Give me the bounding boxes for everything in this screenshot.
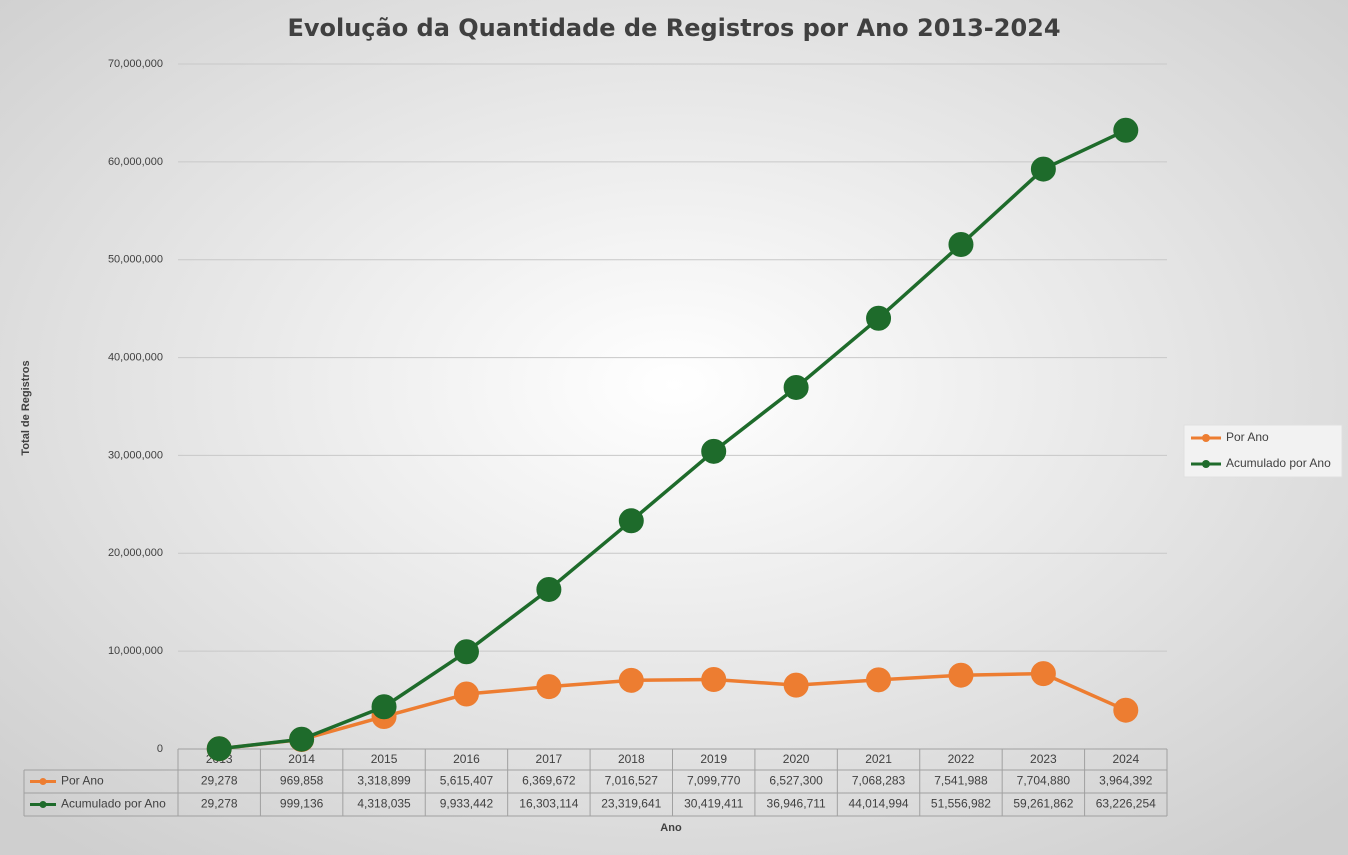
- marker: [618, 667, 644, 693]
- marker: [289, 726, 315, 752]
- x-tick-label: 2024: [1112, 752, 1139, 766]
- table-value: 7,016,527: [605, 774, 659, 788]
- marker: [948, 662, 974, 688]
- legend-label: Acumulado por Ano: [1226, 456, 1331, 470]
- y-tick-label: 70,000,000: [108, 58, 163, 70]
- table-value: 51,556,982: [931, 797, 991, 811]
- legend-key: [1202, 460, 1210, 468]
- x-tick-label: 2014: [288, 752, 315, 766]
- legend-label: Por Ano: [1226, 430, 1269, 444]
- table-legend-key: [39, 801, 47, 808]
- x-tick-label: 2018: [618, 752, 645, 766]
- x-tick-label: 2021: [865, 752, 892, 766]
- marker: [453, 681, 479, 707]
- legend-box: [1183, 424, 1343, 478]
- x-tick-label: 2022: [948, 752, 975, 766]
- table-value: 59,261,862: [1013, 797, 1073, 811]
- table-value: 3,318,899: [357, 774, 411, 788]
- marker: [371, 694, 397, 720]
- table-value: 4,318,035: [357, 797, 411, 811]
- y-tick-label: 0: [157, 743, 163, 755]
- table-value: 7,068,283: [852, 774, 906, 788]
- x-tick-label: 2016: [453, 752, 480, 766]
- table-value: 44,014,994: [849, 797, 909, 811]
- marker: [1030, 661, 1056, 687]
- table-value: 29,278: [201, 797, 238, 811]
- legend-key: [1202, 434, 1210, 442]
- table-value: 6,527,300: [769, 774, 823, 788]
- marker: [783, 672, 809, 698]
- y-tick-label: 20,000,000: [108, 547, 163, 559]
- x-tick-label: 2020: [783, 752, 810, 766]
- table-value: 969,858: [280, 774, 324, 788]
- series-line: [219, 128, 1127, 751]
- marker: [701, 438, 727, 464]
- table-value: 3,964,392: [1099, 774, 1153, 788]
- table-value: 7,541,988: [934, 774, 988, 788]
- table-value: 36,946,711: [767, 797, 826, 811]
- y-tick-label: 30,000,000: [108, 449, 163, 461]
- chart-title: Evolução da Quantidade de Registros por …: [287, 14, 1060, 42]
- table-value: 6,369,672: [522, 774, 576, 788]
- y-tick-label: 10,000,000: [108, 645, 163, 657]
- marker: [866, 305, 892, 331]
- x-tick-label: 2019: [700, 752, 727, 766]
- x-axis-label: Ano: [660, 822, 682, 834]
- table-value: 7,099,770: [687, 774, 741, 788]
- marker: [783, 374, 809, 400]
- table-value: 7,704,880: [1017, 774, 1071, 788]
- y-tick-label: 60,000,000: [108, 156, 163, 168]
- table-value: 9,933,442: [440, 797, 494, 811]
- y-tick-label: 50,000,000: [108, 254, 163, 266]
- table-value: 5,615,407: [440, 774, 494, 788]
- marker: [1113, 697, 1139, 723]
- series-line: [219, 671, 1127, 751]
- marker: [618, 508, 644, 534]
- table-value: 30,419,411: [684, 797, 743, 811]
- marker: [536, 576, 562, 602]
- table-value: 999,136: [280, 797, 324, 811]
- marker: [453, 639, 479, 665]
- y-axis-label: Total de Registros: [20, 360, 32, 455]
- marker: [948, 231, 974, 257]
- table-value: 29,278: [201, 774, 238, 788]
- marker: [206, 736, 232, 762]
- table-value: 63,226,254: [1096, 797, 1156, 811]
- x-tick-label: 2017: [536, 752, 563, 766]
- marker: [536, 674, 562, 700]
- table-legend-key: [39, 778, 47, 785]
- y-tick-label: 40,000,000: [108, 351, 163, 363]
- x-tick-label: 2015: [371, 752, 398, 766]
- table-series-name: Por Ano: [61, 774, 104, 788]
- marker: [866, 667, 892, 693]
- marker: [1113, 117, 1139, 143]
- x-tick-label: 2023: [1030, 752, 1057, 766]
- marker: [1030, 156, 1056, 182]
- table-series-name: Acumulado por Ano: [61, 797, 166, 811]
- table-value: 23,319,641: [601, 797, 661, 811]
- marker: [701, 667, 727, 693]
- table-value: 16,303,114: [519, 797, 578, 811]
